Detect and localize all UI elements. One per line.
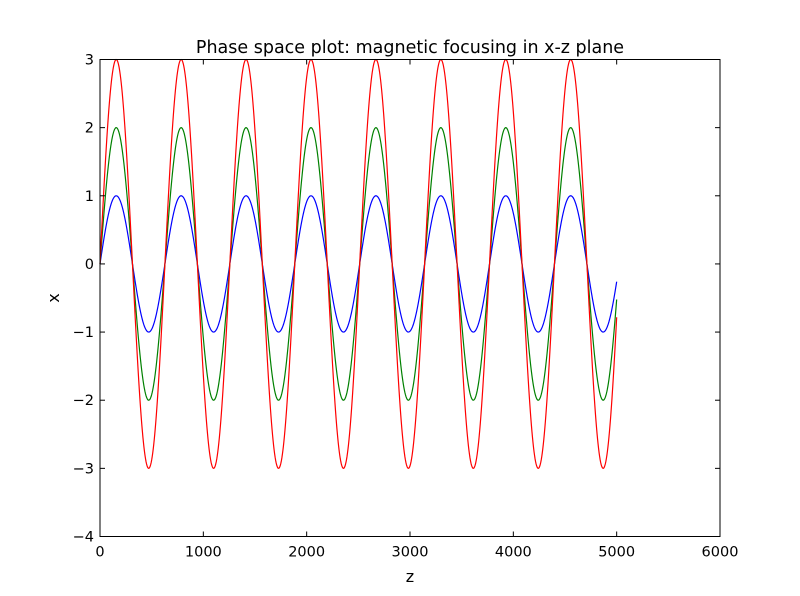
x-tick-label: 2000 — [288, 545, 325, 561]
tick-layer: 0 1000 2000 3000 4000 5000 6000 −4 −3 −2 −1 0 1 2 3 — [73, 53, 739, 561]
chart-title: Phase space plot: magnetic focusing in x… — [196, 38, 624, 58]
y-tick-label: 0 — [85, 257, 94, 273]
y-tick-label: 1 — [85, 189, 94, 205]
y-tick-label: −4 — [73, 530, 94, 546]
y-tick-label: −2 — [73, 393, 94, 409]
x-tick-label: 3000 — [392, 545, 429, 561]
x-tick-label: 6000 — [702, 545, 739, 561]
y-tick-label: −1 — [73, 325, 94, 341]
y-axis-label: x — [44, 293, 63, 302]
series-line-2 — [99, 58, 618, 470]
series-line-0 — [99, 195, 618, 333]
x-tick-label: 5000 — [598, 545, 635, 561]
series-line-1 — [99, 127, 618, 401]
x-tick-label: 0 — [95, 545, 104, 561]
x-tick-label: 4000 — [495, 545, 532, 561]
y-tick-label: 2 — [85, 121, 94, 137]
x-axis-label: z — [406, 567, 414, 586]
y-tick-label: 3 — [85, 53, 94, 69]
series-layer — [99, 58, 618, 470]
x-tick-label: 1000 — [185, 545, 222, 561]
y-tick-label: −3 — [73, 461, 94, 477]
